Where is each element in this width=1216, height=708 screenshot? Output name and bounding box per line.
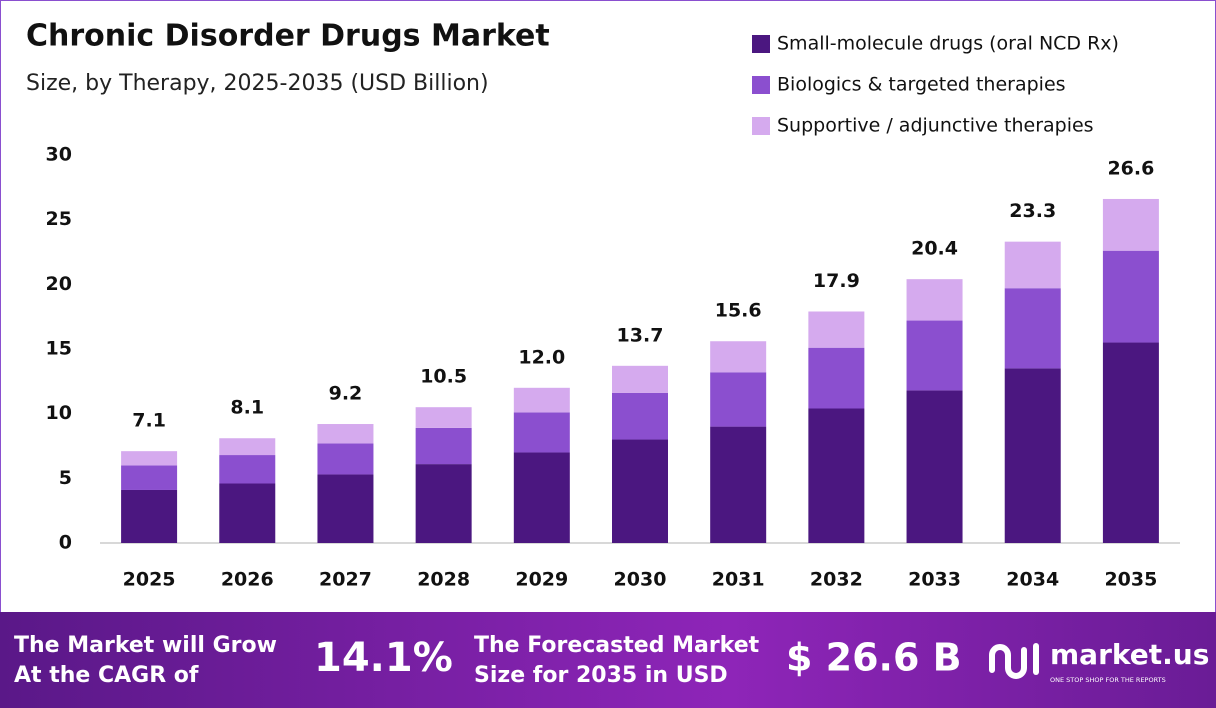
- x-tick-label: 2030: [614, 569, 667, 591]
- bar-segment: [513, 452, 570, 543]
- bar-segment: [1004, 288, 1061, 369]
- x-tick-label: 2035: [1104, 569, 1157, 591]
- forecast-label: The Forecasted Market: [474, 633, 760, 658]
- bar-segment: [415, 464, 472, 543]
- bar-segment: [1102, 342, 1159, 543]
- y-tick-label: 0: [59, 532, 72, 554]
- bar-segment: [612, 365, 668, 393]
- y-tick-label: 20: [46, 273, 72, 295]
- x-tick-label: 2027: [319, 569, 372, 591]
- forecast-value: $ 26.6 B: [786, 636, 962, 680]
- legend-label: Small-molecule drugs (oral NCD Rx): [777, 33, 1119, 55]
- bar-segment: [710, 372, 767, 427]
- bar-segment: [906, 390, 963, 543]
- bar-segment: [317, 424, 374, 444]
- legend-label: Supportive / adjunctive therapies: [777, 115, 1094, 137]
- bar-segment: [317, 474, 374, 543]
- brand-logo: [989, 643, 1039, 679]
- bar-segment: [121, 465, 178, 490]
- bar-segment: [1004, 241, 1061, 289]
- x-tick-label: 2034: [1006, 569, 1059, 591]
- bar-segment: [513, 412, 570, 453]
- cagr-value: 14.1%: [314, 635, 453, 681]
- x-tick-label: 2026: [221, 569, 274, 591]
- bar-segment: [513, 387, 570, 413]
- brand-name: market.us: [1050, 638, 1209, 671]
- bar-segment: [612, 439, 668, 543]
- total-label: 20.4: [911, 238, 958, 260]
- total-label: 17.9: [813, 270, 860, 292]
- cagr-label: At the CAGR of: [14, 663, 199, 688]
- bar-segment: [1102, 250, 1159, 343]
- total-label: 12.0: [518, 346, 565, 368]
- chart-title: Chronic Disorder Drugs Market: [26, 19, 550, 54]
- chart-subtitle: Size, by Therapy, 2025-2035 (USD Billion…: [26, 71, 489, 96]
- bar-segment: [219, 455, 276, 484]
- brand-tagline: ONE STOP SHOP FOR THE REPORTS: [1050, 676, 1166, 684]
- y-tick-label: 10: [46, 402, 72, 424]
- x-tick-label: 2032: [810, 569, 863, 591]
- bar-segment: [906, 279, 963, 321]
- bar-segment: [808, 347, 865, 409]
- total-label: 15.6: [715, 300, 762, 322]
- x-tick-label: 2031: [712, 569, 765, 591]
- total-label: 13.7: [617, 324, 664, 346]
- bar-segment: [121, 451, 178, 466]
- bar-segment: [219, 438, 276, 456]
- total-label: 8.1: [230, 397, 264, 419]
- bar-segment: [415, 407, 472, 428]
- y-tick-label: 15: [46, 338, 72, 360]
- total-label: 26.6: [1107, 157, 1154, 179]
- bar-segment: [808, 311, 865, 348]
- legend-swatch: [752, 35, 770, 53]
- legend-label: Biologics & targeted therapies: [777, 74, 1066, 96]
- y-tick-label: 30: [46, 144, 72, 166]
- total-label: 9.2: [329, 383, 363, 405]
- cagr-label: The Market will Grow: [14, 633, 277, 658]
- bar-segment: [808, 408, 865, 543]
- bar-segment: [1004, 368, 1061, 543]
- y-tick-label: 5: [59, 467, 72, 489]
- x-tick-label: 2029: [515, 569, 568, 591]
- forecast-label: Size for 2035 in USD: [474, 663, 728, 688]
- total-label: 7.1: [132, 410, 166, 432]
- bar-segment: [710, 341, 767, 373]
- x-tick-label: 2028: [417, 569, 470, 591]
- bar-segment: [906, 320, 963, 391]
- legend-swatch: [752, 76, 770, 94]
- bar-segment: [1102, 198, 1159, 251]
- total-label: 10.5: [420, 366, 467, 388]
- footer-banner: [0, 612, 1216, 708]
- bar-segment: [710, 426, 767, 543]
- total-label: 23.3: [1009, 200, 1056, 222]
- bar-segment: [612, 392, 668, 440]
- y-tick-label: 25: [46, 208, 72, 230]
- bar-segment: [219, 483, 276, 543]
- bar-segment: [121, 489, 178, 543]
- bar-segment: [317, 443, 374, 475]
- x-tick-label: 2025: [123, 569, 176, 591]
- bar-segment: [415, 427, 472, 465]
- x-tick-label: 2033: [908, 569, 961, 591]
- legend-swatch: [752, 117, 770, 135]
